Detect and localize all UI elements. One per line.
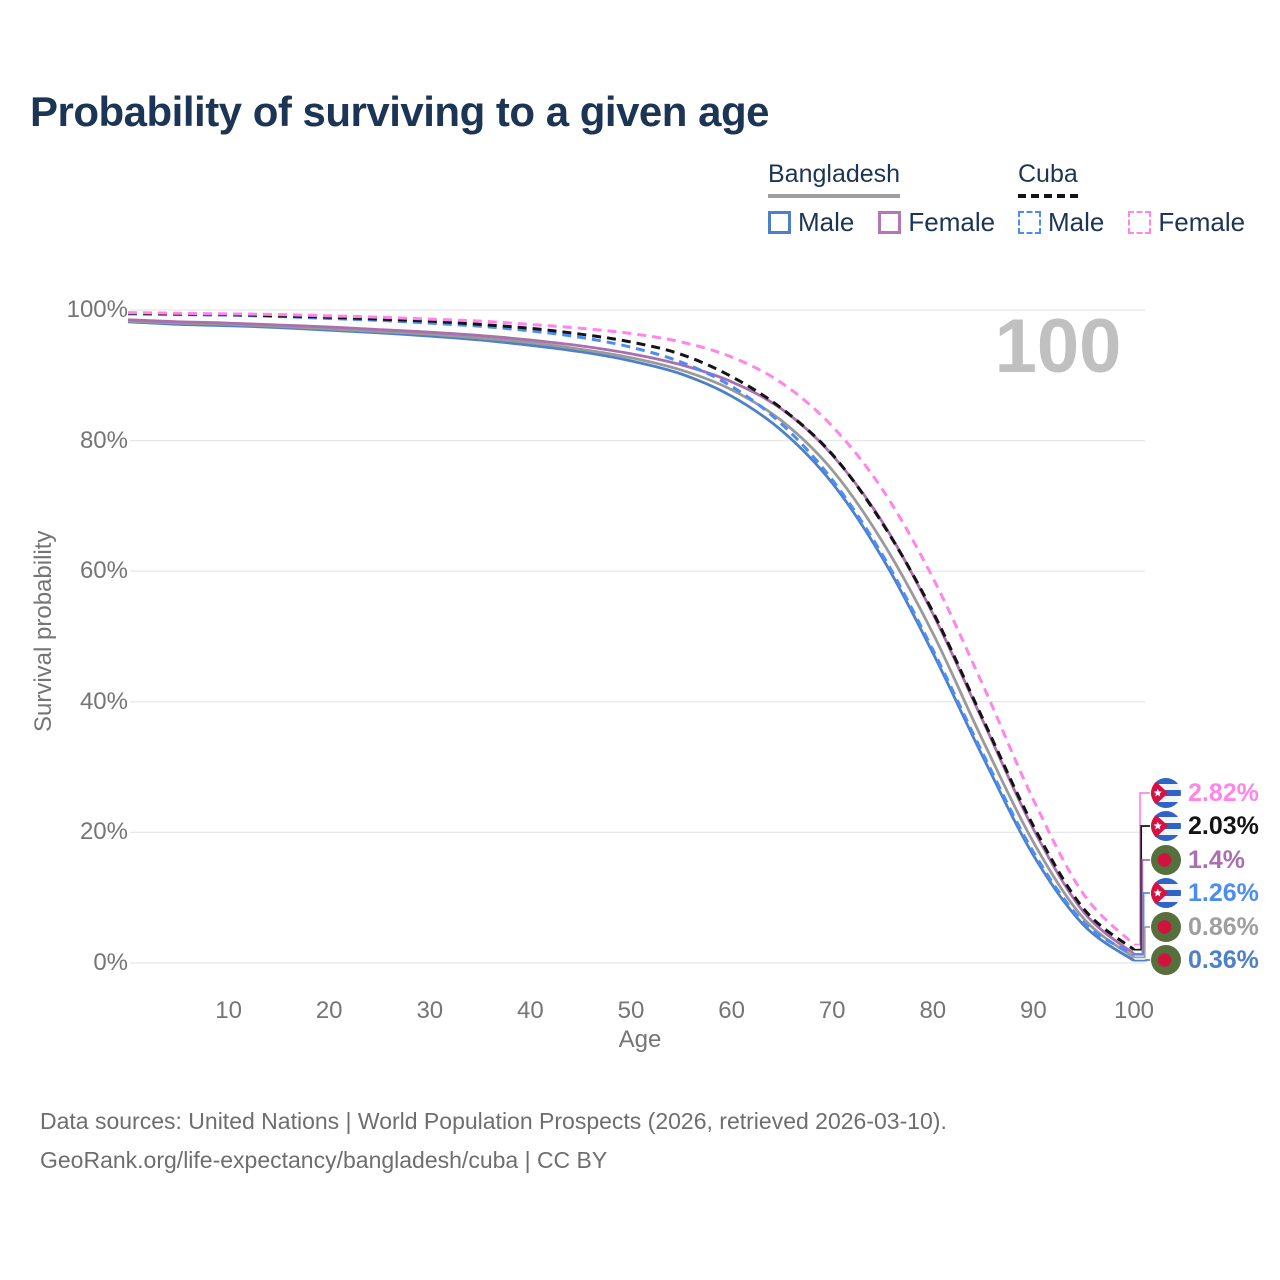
end-label-value: 0.86% bbox=[1188, 912, 1259, 941]
x-tick-label: 100 bbox=[1113, 997, 1155, 1024]
legend-title-bangladesh: Bangladesh bbox=[768, 160, 901, 198]
legend-item-bangladesh-female: Female bbox=[878, 207, 995, 238]
cuba-flag-icon bbox=[1151, 778, 1181, 808]
legend-title-cuba: Cuba bbox=[1018, 160, 1078, 198]
end-label-bangladesh-all: 0.86% bbox=[1151, 912, 1259, 942]
leader-line-bangladesh_female bbox=[1134, 859, 1150, 955]
x-tick-label: 10 bbox=[215, 997, 242, 1024]
cuba-flag-icon bbox=[1151, 878, 1181, 908]
x-axis-title: Age bbox=[618, 1026, 662, 1053]
series-line-bangladesh_male bbox=[127, 320, 1135, 962]
legend-group-bangladesh: Bangladesh Male Female bbox=[768, 160, 995, 238]
series-line-cuba_female bbox=[127, 311, 1136, 946]
y-tick-label: 0% bbox=[93, 949, 128, 976]
leader-line-bangladesh_male bbox=[1134, 959, 1150, 962]
end-label-value: 2.82% bbox=[1188, 778, 1259, 807]
x-tick-label: 50 bbox=[617, 997, 645, 1024]
y-tick-label: 60% bbox=[79, 557, 128, 585]
legend-item-bangladesh-male: Male bbox=[768, 207, 854, 238]
end-label-bangladesh-female: 1.4% bbox=[1151, 845, 1245, 875]
x-tick-label: 20 bbox=[315, 997, 343, 1024]
end-label-value: 1.26% bbox=[1188, 878, 1259, 907]
bangladesh-flag-icon bbox=[1151, 945, 1181, 975]
end-label-value: 0.36% bbox=[1188, 945, 1259, 974]
x-tick-label: 80 bbox=[919, 997, 947, 1024]
data-source-line-1: Data sources: United Nations | World Pop… bbox=[40, 1108, 947, 1134]
end-label-cuba-male: 1.26% bbox=[1151, 878, 1259, 908]
series-line-bangladesh_all bbox=[127, 319, 1135, 959]
legend-item-label: Male bbox=[798, 207, 855, 237]
legend-item-label: Male bbox=[1048, 207, 1105, 237]
end-label-value: 1.4% bbox=[1188, 845, 1245, 874]
y-tick-label: 100% bbox=[66, 296, 128, 323]
legend-item-label: Female bbox=[1158, 207, 1246, 237]
legend-item-label: Female bbox=[908, 207, 996, 237]
series-line-bangladesh_female bbox=[127, 318, 1135, 955]
series-line-cuba_all bbox=[127, 311, 1135, 951]
x-tick-label: 40 bbox=[517, 997, 544, 1024]
watermark-100: 100 bbox=[995, 304, 1122, 389]
y-tick-label: 80% bbox=[79, 426, 128, 454]
cuba-male-swatch-icon bbox=[1018, 211, 1041, 234]
y-axis-title: Survival probability bbox=[30, 530, 57, 732]
leader-line-cuba_female bbox=[1134, 792, 1150, 946]
y-tick-label: 40% bbox=[79, 687, 128, 715]
legend-item-cuba-female: Female bbox=[1128, 207, 1245, 238]
end-label-bangladesh-male: 0.36% bbox=[1151, 945, 1259, 975]
end-label-value: 2.03% bbox=[1188, 811, 1259, 840]
bangladesh-male-swatch-icon bbox=[768, 211, 791, 234]
x-tick-label: 60 bbox=[718, 997, 745, 1024]
y-tick-label: 20% bbox=[79, 818, 128, 846]
x-tick-label: 30 bbox=[416, 997, 444, 1024]
cuba-female-swatch-icon bbox=[1128, 211, 1152, 234]
page-title: Probability of surviving to a given age bbox=[30, 88, 769, 135]
leader-line-cuba_male bbox=[1134, 892, 1150, 956]
data-source-line-2: GeoRank.org/life-expectancy/bangladesh/c… bbox=[40, 1147, 608, 1173]
leader-line-bangladesh_all bbox=[1134, 926, 1150, 959]
bangladesh-flag-icon bbox=[1151, 912, 1181, 942]
bangladesh-flag-icon bbox=[1151, 845, 1181, 875]
bangladesh-female-swatch-icon bbox=[878, 211, 902, 234]
x-tick-label: 70 bbox=[818, 997, 846, 1024]
legend-item-cuba-male: Male bbox=[1018, 207, 1104, 238]
x-tick-label: 90 bbox=[1020, 997, 1047, 1024]
end-label-cuba-all: 2.03% bbox=[1151, 811, 1259, 841]
series-line-cuba_male bbox=[127, 312, 1135, 957]
cuba-flag-icon bbox=[1151, 811, 1181, 841]
end-label-cuba-female: 2.82% bbox=[1151, 778, 1259, 808]
leader-line-cuba_all bbox=[1134, 825, 1150, 951]
legend-group-cuba: Cuba Male Female bbox=[1018, 160, 1245, 238]
